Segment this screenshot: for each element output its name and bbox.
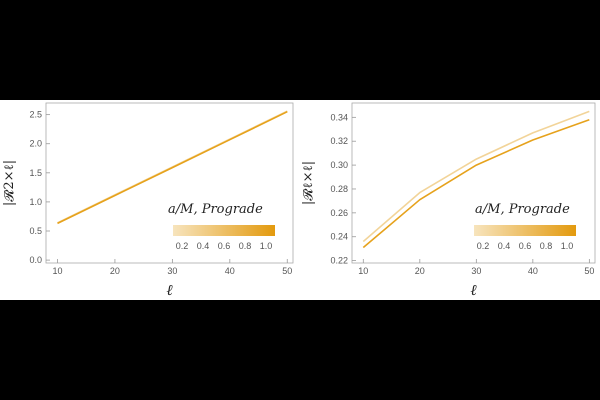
y-tick-label: 0.26 xyxy=(330,208,348,218)
colorbar-tick-label: 0.6 xyxy=(218,241,231,251)
y-tick-label: 0.22 xyxy=(330,256,348,266)
series-line-1 xyxy=(362,118,590,249)
plot-frame-1 xyxy=(351,102,596,264)
x-tick-label: 50 xyxy=(584,266,594,276)
y-tick-label: 0.24 xyxy=(330,232,348,242)
y-tick-label: 1.0 xyxy=(29,197,42,207)
x-tick-label: 10 xyxy=(358,266,368,276)
x-tick-label: 10 xyxy=(52,266,62,276)
legend-title: a/M, Prograde xyxy=(475,202,570,217)
colorbar-tick-label: 0.6 xyxy=(519,241,532,251)
y-tick-label: 0.5 xyxy=(29,226,42,236)
colorbar-tick-label: 0.4 xyxy=(498,241,511,251)
y-tick-label: 0.34 xyxy=(330,112,348,122)
x-tick-label: 30 xyxy=(167,266,177,276)
legend-title: a/M, Prograde xyxy=(168,202,263,217)
colorbar-tick-label: 0.2 xyxy=(176,241,189,251)
colorbar-tick-label: 0.8 xyxy=(540,241,553,251)
y-tick-label: 2.5 xyxy=(29,110,42,120)
x-tick-label: 50 xyxy=(282,266,292,276)
figure-panel: 0.0 0.5 1.0 1.5 2.0 2.5 10 20 30 40 50 ℓ |𝓡2×ℓ| a/M, … xyxy=(0,100,600,300)
colorbar xyxy=(173,225,275,236)
x-tick-label: 40 xyxy=(528,266,538,276)
y-tick-label: 0.30 xyxy=(330,160,348,170)
colorbar-tick-label: 1.0 xyxy=(260,241,273,251)
y-axis-label: |𝓡2×ℓ| xyxy=(2,160,17,206)
x-tick-label: 30 xyxy=(471,266,481,276)
chart-svg: 0.0 0.5 1.0 1.5 2.0 2.5 10 20 30 40 50 ℓ |𝓡2×ℓ| a/M, … xyxy=(2,102,596,299)
x-tick-label: 40 xyxy=(225,266,235,276)
y-tick-label: 0.32 xyxy=(330,136,348,146)
series-line-0 xyxy=(362,110,590,243)
y-tick-label: 0.28 xyxy=(330,184,348,194)
y-tick-label: 0.0 xyxy=(29,255,42,265)
plot-frame-0 xyxy=(45,102,294,264)
colorbar-tick-label: 0.8 xyxy=(239,241,252,251)
colorbar-tick-label: 1.0 xyxy=(561,241,574,251)
y-axis-label: |𝓡ℓ×ℓ| xyxy=(301,161,316,205)
y-tick-label: 2.0 xyxy=(29,139,42,149)
series-line-1 xyxy=(57,110,288,225)
x-tick-label: 20 xyxy=(415,266,425,276)
colorbar-tick-label: 0.2 xyxy=(477,241,490,251)
x-tick-label: 20 xyxy=(110,266,120,276)
colorbar-tick-label: 0.4 xyxy=(197,241,210,251)
x-axis-label: ℓ xyxy=(470,281,476,299)
colorbar xyxy=(474,225,576,236)
y-tick-label: 1.5 xyxy=(29,168,42,178)
x-axis-label: ℓ xyxy=(166,281,172,299)
